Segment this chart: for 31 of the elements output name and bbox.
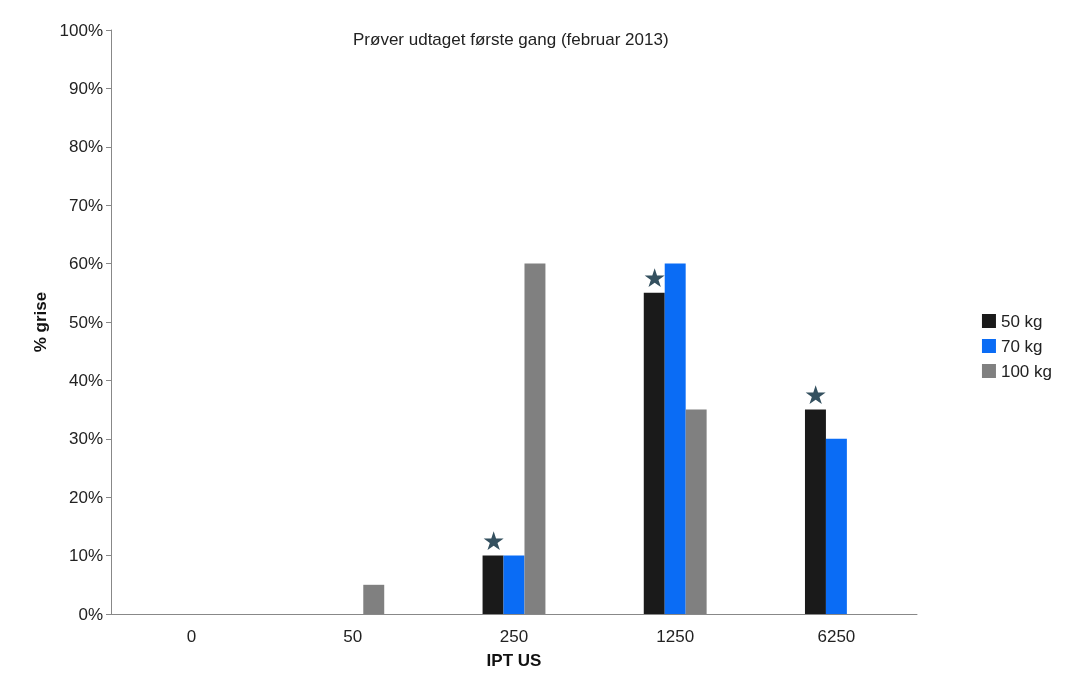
legend-label: 50 kg (1000, 311, 1043, 331)
y-tick-label: 90% (68, 78, 103, 98)
legend-label: 70 kg (1000, 336, 1043, 356)
x-tick-label: 1250 (656, 627, 695, 646)
y-tick-label: 100% (59, 20, 103, 40)
y-tick-label: 40% (68, 370, 103, 390)
annotation: ★ (803, 379, 827, 410)
chart-title: Prøver udtaget første gang (februar 2013) (353, 30, 669, 49)
annotation: ★ (481, 525, 505, 556)
bar (664, 263, 686, 614)
legend-label: 100 kg (1000, 361, 1053, 381)
x-tick-label: 6250 (817, 627, 856, 646)
bar (804, 409, 826, 614)
y-tick-label: 70% (68, 195, 103, 215)
bar (503, 555, 525, 614)
x-axis-title: IPT US (486, 651, 542, 670)
y-tick-label: 10% (68, 546, 103, 566)
bar (825, 438, 847, 614)
bar (482, 555, 504, 614)
y-tick-label: 20% (68, 487, 103, 507)
y-tick-label: 80% (68, 137, 103, 157)
x-tick-label: 50 (343, 627, 363, 646)
x-tick-label: 0 (186, 627, 197, 646)
y-tick-label: 50% (68, 312, 103, 332)
y-tick-label: 60% (68, 254, 103, 274)
y-tick-label: 30% (68, 429, 103, 449)
x-tick-label: 250 (499, 627, 529, 646)
y-tick-label: 0% (78, 604, 103, 624)
y-axis-title: % grise (30, 291, 50, 353)
annotation: ★ (642, 262, 666, 293)
bar (643, 292, 665, 614)
